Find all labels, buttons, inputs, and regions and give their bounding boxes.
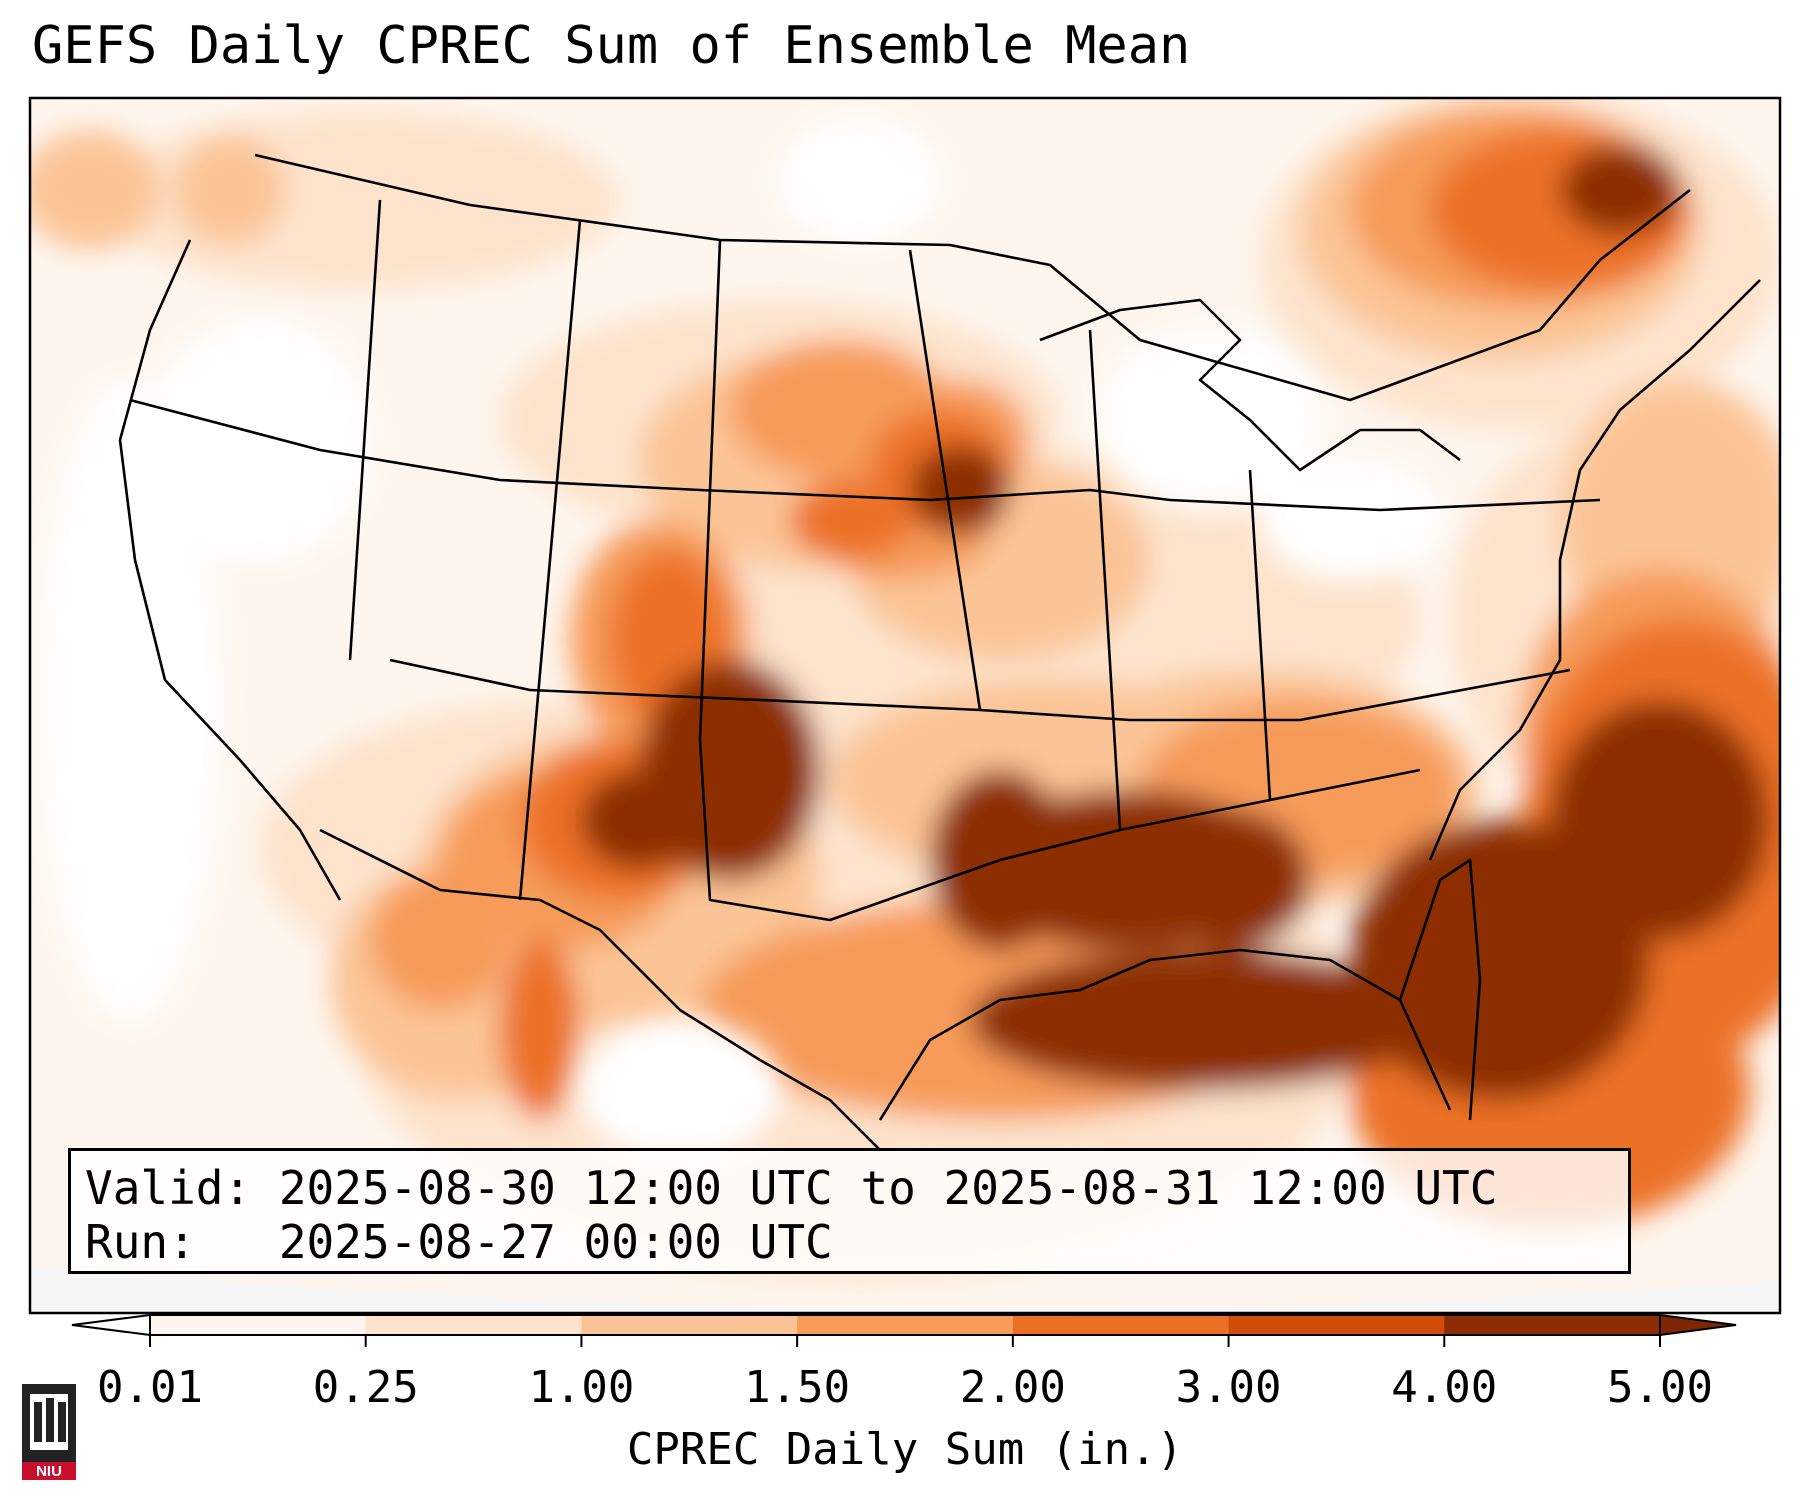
colorbar-tick-label: 1.50 [744, 1362, 851, 1413]
logo-text: NIU [36, 1463, 62, 1480]
colorbar-tick-label: 2.00 [959, 1362, 1066, 1413]
colorbar-tick-label: 4.00 [1391, 1362, 1498, 1413]
colorbar-segment [365, 1315, 582, 1335]
colorbar-tick-label: 1.00 [528, 1362, 635, 1413]
gulf-coast [878, 948, 1452, 1121]
niu-logo: NIU [22, 1384, 76, 1480]
canada-border [254, 153, 1691, 402]
colorbar [71, 1313, 1737, 1347]
colorbar-under-arrow [71, 1313, 151, 1337]
colorbar-segment [797, 1315, 1014, 1335]
colorbar-segment [1444, 1315, 1661, 1335]
run-time-text: Run: 2025-08-27 00:00 UTC [85, 1215, 833, 1269]
figure-title: GEFS Daily CPREC Sum of Ensemble Mean [32, 16, 1191, 76]
colorbar-over-arrow [1659, 1313, 1737, 1337]
boundaries [118, 153, 1761, 1151]
valid-time-text: Valid: 2025-08-30 12:00 UTC to 2025-08-3… [85, 1161, 1498, 1215]
colorbar-segment [1012, 1315, 1230, 1335]
info-box: Valid: 2025-08-30 12:00 UTC to 2025-08-3… [68, 1148, 1631, 1274]
map-frame [28, 96, 1782, 1315]
mexico-border [319, 828, 881, 1151]
colorbar-tick-label: 3.00 [1175, 1362, 1282, 1413]
colorbar-segment [581, 1315, 798, 1335]
colorbar-tick-label: 0.01 [97, 1362, 203, 1413]
colorbar-segment [150, 1315, 367, 1335]
dry-areas [40, 120, 1440, 1160]
florida [1398, 858, 1482, 1121]
colorbar-tick-label: 5.00 [1607, 1362, 1713, 1413]
great-lakes [1039, 298, 1461, 472]
meridians [348, 199, 1272, 901]
us-west-coast [118, 239, 342, 901]
colorbar-tick-label: 0.25 [312, 1362, 419, 1413]
east-coast [1428, 279, 1761, 861]
state-lines-n [129, 398, 1601, 512]
colorbar-segment [1228, 1315, 1445, 1335]
colorbar-label: CPREC Daily Sum (in.) [626, 1424, 1184, 1475]
colorbar-frame [149, 1314, 1661, 1336]
precip-field [30, 98, 1780, 1280]
